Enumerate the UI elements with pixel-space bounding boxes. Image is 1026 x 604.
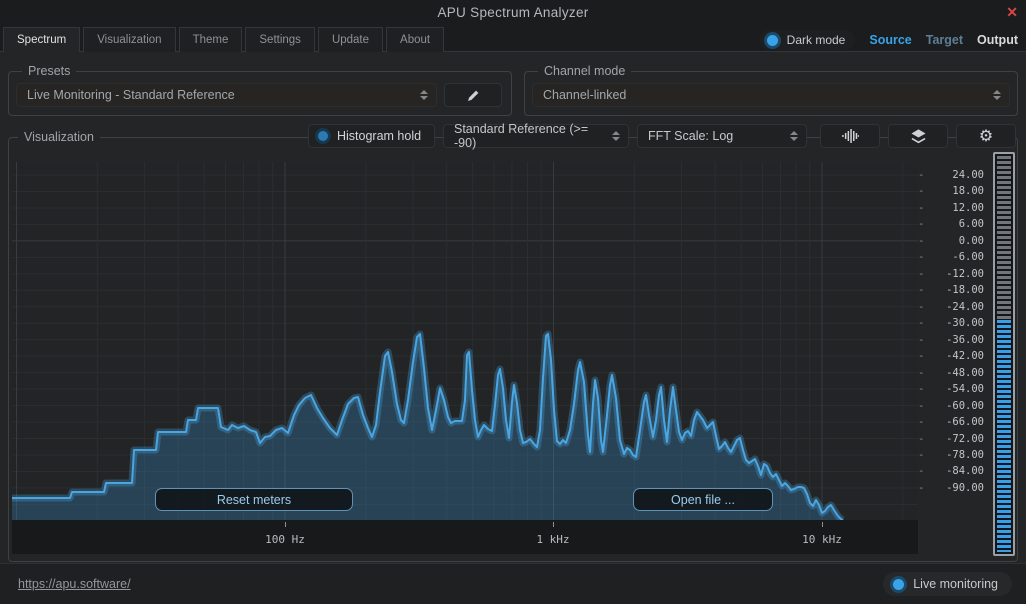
x-tick-label: 100 Hz bbox=[265, 533, 305, 546]
x-tick-label: 10 kHz bbox=[802, 533, 842, 546]
toggle-on-icon bbox=[893, 579, 904, 590]
tab-update[interactable]: Update bbox=[318, 27, 383, 52]
y-axis-label: --24.00 bbox=[918, 301, 984, 313]
x-tick-mark bbox=[822, 522, 823, 527]
y-axis-label: --90.00 bbox=[918, 482, 984, 494]
title-bar: APU Spectrum Analyzer ✕ bbox=[0, 0, 1026, 27]
presets-group-label: Presets bbox=[22, 64, 76, 78]
visualization-group-label: Visualization bbox=[18, 130, 100, 144]
y-axis: -24.00 -18.00 -12.00 -6.00 -0.00 --6.00 --12.0… bbox=[918, 162, 990, 502]
dark-mode-toggle[interactable]: Dark mode bbox=[759, 30, 856, 50]
spectrum-curve bbox=[12, 162, 918, 520]
y-axis-label: -12.00 bbox=[918, 202, 984, 214]
y-axis-label: -6.00 bbox=[918, 218, 984, 230]
y-axis-label: -0.00 bbox=[918, 235, 984, 247]
pencil-icon bbox=[466, 88, 481, 103]
channel-mode-group-label: Channel mode bbox=[538, 64, 631, 78]
y-axis-label: --66.00 bbox=[918, 416, 984, 428]
chevron-updown-icon bbox=[612, 131, 620, 141]
toggle-on-icon bbox=[767, 35, 778, 46]
output-link[interactable]: Output bbox=[977, 33, 1018, 47]
histogram-hold-toggle[interactable]: Histogram hold bbox=[308, 124, 435, 148]
y-axis-label: --84.00 bbox=[918, 465, 984, 477]
window-title: APU Spectrum Analyzer bbox=[0, 5, 1026, 20]
edit-preset-button[interactable] bbox=[444, 83, 502, 107]
chevron-updown-icon bbox=[790, 131, 798, 141]
histogram-hold-label: Histogram hold bbox=[337, 129, 421, 143]
chevron-updown-icon bbox=[420, 90, 428, 100]
layers-icon bbox=[910, 128, 927, 144]
level-meter bbox=[993, 152, 1015, 556]
y-axis-label: --30.00 bbox=[918, 317, 984, 329]
preset-selected-value: Live Monitoring - Standard Reference bbox=[27, 88, 235, 102]
toggle-off-icon bbox=[318, 131, 328, 141]
y-axis-label: --78.00 bbox=[918, 449, 984, 461]
channel-mode-selected-value: Channel-linked bbox=[543, 88, 626, 102]
y-axis-label: --36.00 bbox=[918, 334, 984, 346]
topbar-right: Dark mode Source Target Output bbox=[759, 30, 1018, 50]
target-link[interactable]: Target bbox=[926, 33, 963, 47]
y-axis-label: --54.00 bbox=[918, 383, 984, 395]
y-axis-label: -24.00 bbox=[918, 169, 984, 181]
fft-scale-select[interactable]: FFT Scale: Log bbox=[637, 124, 807, 148]
live-monitoring-toggle[interactable]: Live monitoring bbox=[883, 572, 1012, 596]
x-tick-mark bbox=[553, 522, 554, 527]
gear-icon: ⚙ bbox=[979, 128, 993, 144]
live-monitoring-label: Live monitoring bbox=[913, 577, 998, 591]
x-tick-label: 1 kHz bbox=[536, 533, 569, 546]
layers-button[interactable] bbox=[888, 124, 948, 148]
tab-spectrum[interactable]: Spectrum bbox=[3, 27, 80, 53]
tab-visualization[interactable]: Visualization bbox=[83, 27, 175, 52]
tab-about[interactable]: About bbox=[386, 27, 444, 52]
waveform-view-button[interactable] bbox=[820, 124, 880, 148]
reference-selected-value: Standard Reference (>= -90) bbox=[454, 122, 602, 150]
y-axis-label: --48.00 bbox=[918, 367, 984, 379]
x-axis: 100 Hz 1 kHz 10 kHz bbox=[12, 520, 918, 554]
preset-select[interactable]: Live Monitoring - Standard Reference bbox=[16, 83, 437, 107]
source-link[interactable]: Source bbox=[869, 33, 911, 47]
open-file-button[interactable]: Open file ... bbox=[633, 488, 773, 511]
y-axis-label: -18.00 bbox=[918, 185, 984, 197]
waveform-icon bbox=[841, 128, 859, 144]
y-axis-label: --6.00 bbox=[918, 251, 984, 263]
website-link[interactable]: https://apu.software/ bbox=[18, 577, 131, 591]
dark-mode-label: Dark mode bbox=[787, 33, 846, 47]
y-axis-label: --60.00 bbox=[918, 400, 984, 412]
reference-select[interactable]: Standard Reference (>= -90) bbox=[443, 124, 629, 148]
y-axis-label: --12.00 bbox=[918, 268, 984, 280]
footer-bar: https://apu.software/ Live monitoring bbox=[0, 563, 1026, 604]
app-window: APU Spectrum Analyzer ✕ SpectrumVisualiz… bbox=[0, 0, 1026, 604]
meter-gray-segments bbox=[997, 156, 1011, 320]
reset-meters-button[interactable]: Reset meters bbox=[155, 488, 353, 511]
tab-settings[interactable]: Settings bbox=[245, 27, 315, 52]
y-axis-label: --72.00 bbox=[918, 433, 984, 445]
settings-button[interactable]: ⚙ bbox=[956, 124, 1016, 148]
fft-scale-selected-value: FFT Scale: Log bbox=[648, 129, 733, 143]
meter-blue-segments bbox=[997, 320, 1011, 552]
y-axis-label: --18.00 bbox=[918, 284, 984, 296]
channel-mode-select[interactable]: Channel-linked bbox=[532, 83, 1010, 107]
x-tick-mark bbox=[285, 522, 286, 527]
spectrum-plot[interactable] bbox=[12, 162, 918, 520]
tab-theme[interactable]: Theme bbox=[179, 27, 243, 52]
chevron-updown-icon bbox=[993, 90, 1001, 100]
close-icon[interactable]: ✕ bbox=[1006, 4, 1018, 21]
y-axis-label: --42.00 bbox=[918, 350, 984, 362]
